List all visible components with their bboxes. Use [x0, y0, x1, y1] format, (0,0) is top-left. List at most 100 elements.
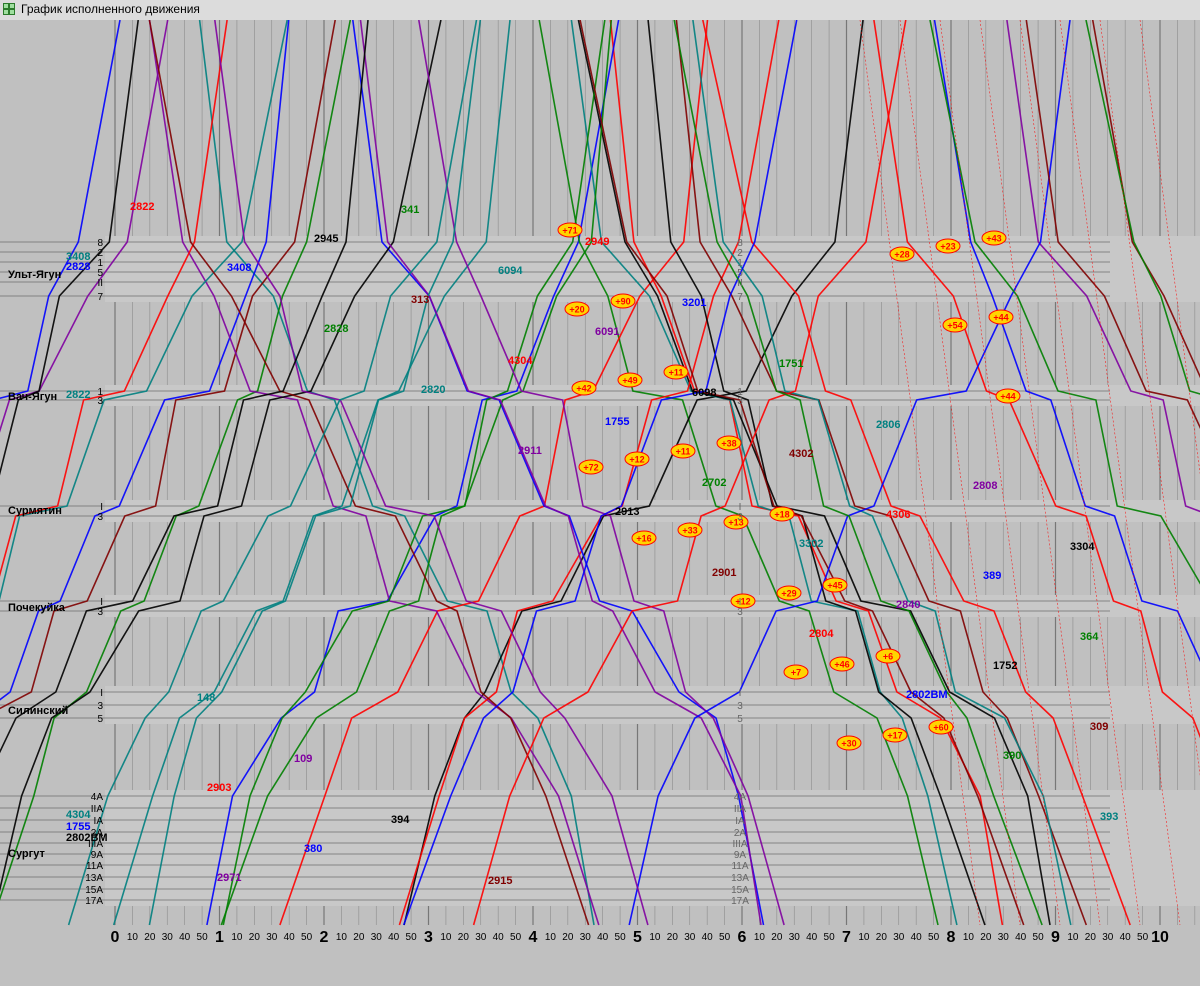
- train-number-label: 2901: [712, 567, 736, 579]
- axis-minute-label: 10: [336, 932, 348, 943]
- track-number: IIА: [91, 804, 104, 815]
- station-train-label: 4304: [66, 809, 91, 821]
- axis-minute-label: 40: [493, 932, 505, 943]
- train-number-label: 341: [401, 204, 419, 216]
- axis-minute-label: 20: [667, 932, 679, 943]
- track-number: 2А: [734, 828, 747, 839]
- axis-hour-label: 10: [1151, 929, 1169, 946]
- train-graph-canvas[interactable]: 282234082828282029112913290128042802ВМ39…: [0, 20, 1200, 981]
- train-number-label: 389: [983, 570, 1001, 582]
- track-number: 3: [97, 701, 103, 712]
- axis-minute-label: 30: [475, 932, 487, 943]
- axis-minute-label: 30: [162, 932, 174, 943]
- delay-badge-text: +23: [940, 242, 955, 252]
- train-number-label: 2840: [896, 599, 920, 611]
- train-number-label: 3304: [1070, 541, 1095, 553]
- track-number: 4А: [91, 792, 104, 803]
- axis-hour-label: 3: [424, 929, 433, 946]
- axis-minute-label: 10: [1067, 932, 1079, 943]
- train-number-label: 2915: [488, 875, 512, 887]
- axis-minute-label: 20: [980, 932, 992, 943]
- axis-minute-label: 20: [562, 932, 574, 943]
- track-number: 15А: [731, 885, 749, 896]
- axis-minute-label: 30: [1102, 932, 1114, 943]
- train-number-label: 4306: [886, 509, 910, 521]
- delay-badge-text: +20: [569, 305, 584, 315]
- axis-minute-label: 20: [144, 932, 156, 943]
- axis-minute-label: 10: [858, 932, 870, 943]
- axis-minute-label: 30: [789, 932, 801, 943]
- track-number: IА: [94, 816, 104, 827]
- axis-minute-label: 50: [406, 932, 418, 943]
- train-number-label: 148: [197, 692, 215, 704]
- delay-badge-text: +7: [791, 668, 801, 678]
- train-number-label: 1751: [779, 358, 803, 370]
- axis-minute-label: 30: [684, 932, 696, 943]
- axis-minute-label: 50: [615, 932, 627, 943]
- delay-badge-text: +6: [883, 652, 893, 662]
- delay-badge-text: +42: [576, 384, 591, 394]
- train-number-label: 2822: [130, 201, 154, 213]
- train-number-label: 6091: [595, 326, 619, 338]
- train-number-label: 2911: [518, 445, 542, 457]
- track-number: 3: [737, 701, 743, 712]
- track-number: 3: [97, 512, 103, 523]
- station-train-label: 2822: [66, 389, 90, 401]
- axis-minute-label: 30: [893, 932, 905, 943]
- track-number: IА: [735, 816, 745, 827]
- axis-minute-label: 40: [702, 932, 714, 943]
- axis-minute-label: 20: [876, 932, 888, 943]
- train-number-label: 2913: [615, 506, 639, 518]
- station-name: Ульт-Ягун: [8, 269, 61, 281]
- axis-minute-label: 20: [771, 932, 783, 943]
- train-number-label: 4304: [508, 355, 533, 367]
- train-number-label: 2702: [702, 477, 726, 489]
- track-number: 3: [737, 396, 743, 407]
- axis-minute-label: 50: [1033, 932, 1045, 943]
- train-number-label: 6098: [692, 387, 716, 399]
- delay-badge-text: +71: [562, 226, 577, 236]
- axis-minute-label: 50: [510, 932, 522, 943]
- axis-hour-label: 5: [633, 929, 642, 946]
- window-titlebar: График исполненного движения: [0, 0, 1200, 21]
- track-number: 5: [737, 714, 743, 725]
- axis-minute-label: 10: [127, 932, 139, 943]
- train-number-label: 1755: [605, 416, 629, 428]
- station-band: [105, 500, 1200, 522]
- delay-badge-text: +38: [721, 439, 736, 449]
- track-number: 17А: [731, 896, 749, 907]
- axis-hour-label: 2: [320, 929, 329, 946]
- train-number-label: 3201: [682, 297, 706, 309]
- delay-badge-text: +45: [827, 581, 842, 591]
- axis-minute-label: 50: [301, 932, 313, 943]
- axis-minute-label: 40: [179, 932, 191, 943]
- delay-badge-text: +49: [622, 376, 637, 386]
- track-number: 3: [737, 607, 743, 618]
- axis-minute-label: 10: [963, 932, 975, 943]
- axis-minute-label: 10: [649, 932, 661, 943]
- train-number-label: 313: [411, 294, 429, 306]
- track-number: 3: [737, 512, 743, 523]
- axis-minute-label: 40: [1015, 932, 1027, 943]
- delay-badge-text: +60: [933, 723, 948, 733]
- train-number-label: 2802ВМ: [906, 689, 948, 701]
- axis-minute-label: 30: [266, 932, 278, 943]
- axis-hour-label: 7: [842, 929, 851, 946]
- delay-badge-text: +11: [669, 368, 684, 378]
- train-number-label: 393: [1100, 811, 1118, 823]
- delay-badge-text: +17: [887, 731, 902, 741]
- train-number-label: 2971: [217, 872, 241, 884]
- delay-badge-text: +90: [615, 297, 630, 307]
- train-number-label: 109: [294, 753, 312, 765]
- axis-minute-label: 50: [928, 932, 940, 943]
- delay-badge-text: +43: [986, 234, 1001, 244]
- axis-hour-label: 6: [738, 929, 747, 946]
- track-number: IIА: [734, 804, 747, 815]
- axis-minute-label: 50: [197, 932, 209, 943]
- track-number: 7: [97, 292, 103, 303]
- train-number-label: 1752: [993, 660, 1017, 672]
- track-number: IIIА: [732, 839, 747, 850]
- axis-minute-label: 10: [231, 932, 243, 943]
- delay-badge-text: +29: [781, 589, 796, 599]
